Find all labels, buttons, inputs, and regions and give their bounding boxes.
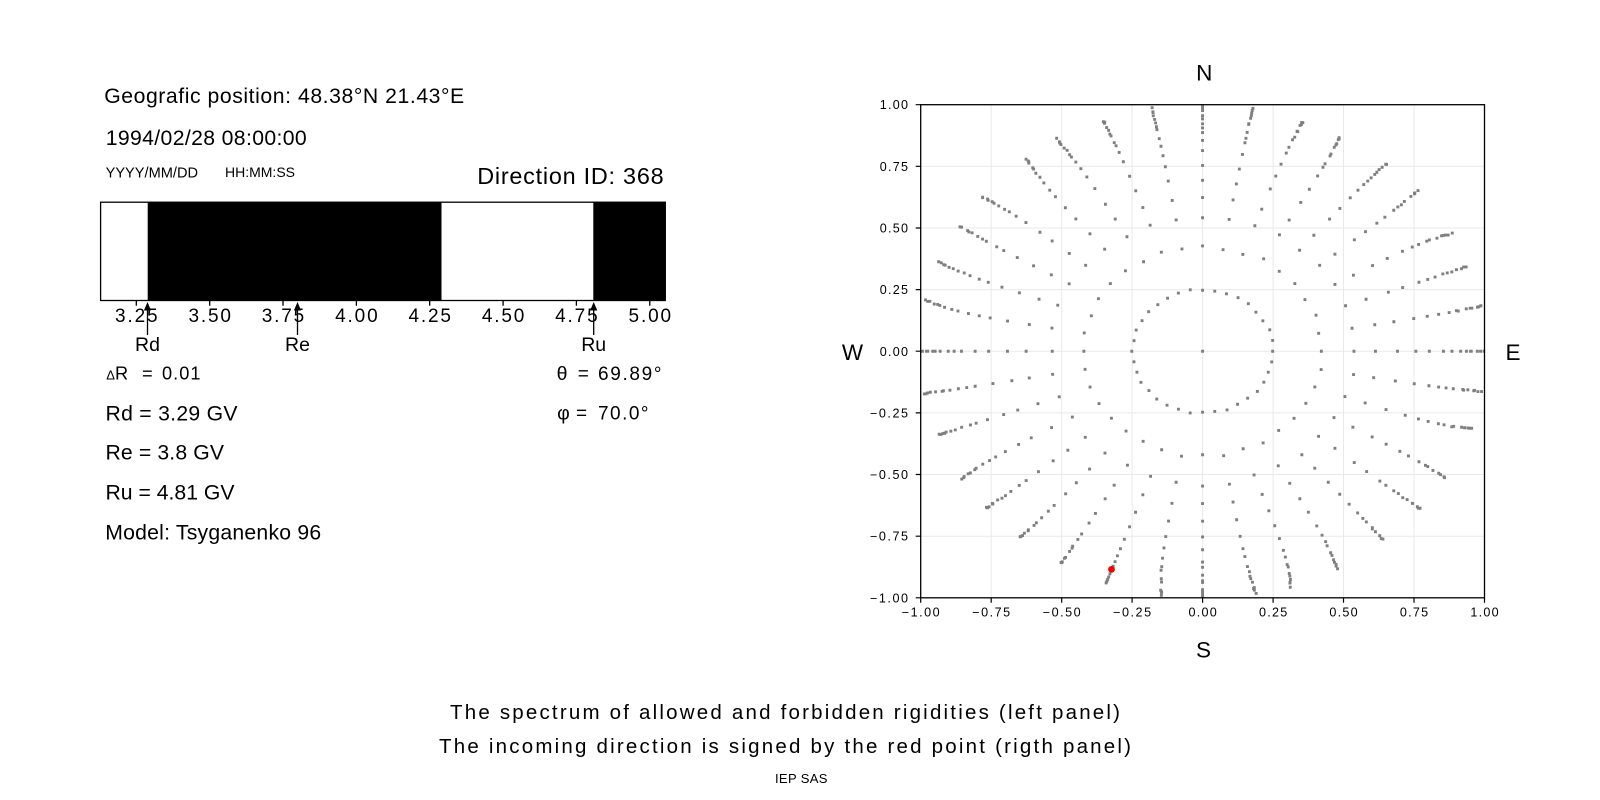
svg-text:E: E (1505, 340, 1520, 365)
svg-text:φ: φ (557, 403, 570, 425)
svg-text:Ru: Ru (581, 334, 606, 356)
svg-text:1.00: 1.00 (880, 98, 908, 112)
svg-text:S: S (1196, 638, 1211, 663)
svg-text:Δ: Δ (106, 368, 115, 383)
svg-text:−0.25: −0.25 (870, 406, 908, 420)
svg-text:4.50: 4.50 (482, 306, 524, 327)
svg-text:5.00: 5.00 (629, 306, 672, 327)
svg-text:Geografic position: 48.38°N 21: Geografic position: 48.38°N 21.43°E (104, 85, 464, 108)
svg-text:0.75: 0.75 (880, 160, 908, 174)
svg-text:0.25: 0.25 (1259, 606, 1287, 620)
svg-text:Ru = 4.81 GV: Ru = 4.81 GV (106, 481, 236, 504)
svg-text:69.89°: 69.89° (598, 364, 662, 385)
svg-text:−0.50: −0.50 (1043, 606, 1081, 620)
svg-text:W: W (842, 340, 864, 365)
svg-text:The incoming direction is sign: The incoming direction is signed by the … (439, 735, 1131, 758)
svg-text:0.01: 0.01 (162, 364, 201, 384)
svg-text:−0.75: −0.75 (972, 606, 1010, 620)
svg-text:4.00: 4.00 (335, 306, 378, 327)
svg-text:−1.00: −1.00 (902, 606, 940, 620)
svg-text:1.00: 1.00 (1470, 606, 1498, 620)
svg-text:N: N (1196, 61, 1212, 86)
svg-text:IEP SAS: IEP SAS (775, 771, 828, 786)
svg-text:The spectrum of allowed and fo: The spectrum of allowed and forbidden ri… (450, 701, 1120, 724)
svg-text:0.00: 0.00 (880, 345, 908, 359)
svg-text:Re = 3.8 GV: Re = 3.8 GV (106, 442, 225, 465)
svg-text:Re: Re (285, 334, 310, 356)
svg-text:−0.75: −0.75 (870, 530, 908, 544)
svg-text:=: = (142, 364, 153, 384)
svg-text:=: = (576, 404, 587, 425)
svg-text:HH:MM:SS: HH:MM:SS (225, 164, 295, 180)
svg-text:Rd: Rd (135, 334, 160, 356)
svg-text:70.0°: 70.0° (598, 404, 649, 425)
svg-text:0.25: 0.25 (880, 283, 908, 297)
svg-text:−1.00: −1.00 (870, 591, 908, 605)
svg-text:0.00: 0.00 (1188, 606, 1216, 620)
svg-text:θ: θ (557, 363, 568, 385)
svg-text:4.25: 4.25 (408, 306, 451, 327)
svg-text:Model: Tsyganenko 96: Model: Tsyganenko 96 (105, 522, 321, 545)
svg-text:0.50: 0.50 (1329, 606, 1357, 620)
svg-text:3.50: 3.50 (188, 306, 231, 327)
svg-text:3.25: 3.25 (115, 306, 158, 327)
svg-text:1994/02/28 08:00:00: 1994/02/28 08:00:00 (106, 127, 307, 150)
svg-text:Rd = 3.29 GV: Rd = 3.29 GV (106, 402, 239, 425)
svg-text:0.50: 0.50 (880, 222, 908, 236)
svg-text:0.75: 0.75 (1400, 606, 1428, 620)
svg-text:Direction ID: 368: Direction ID: 368 (477, 163, 663, 189)
svg-text:=: = (578, 364, 589, 385)
svg-text:YYYY/MM/DD: YYYY/MM/DD (106, 165, 198, 181)
svg-text:−0.25: −0.25 (1113, 606, 1151, 620)
svg-text:R: R (115, 364, 128, 384)
svg-text:−0.50: −0.50 (870, 468, 908, 482)
